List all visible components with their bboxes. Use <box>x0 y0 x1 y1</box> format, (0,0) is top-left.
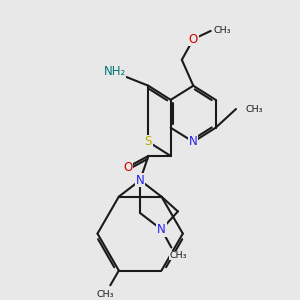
Text: O: O <box>189 33 198 46</box>
Text: CH₃: CH₃ <box>169 251 187 260</box>
Text: N: N <box>189 135 198 148</box>
Text: N: N <box>136 174 145 187</box>
Text: CH₃: CH₃ <box>245 104 263 113</box>
Text: S: S <box>145 135 152 148</box>
Text: O: O <box>123 160 132 174</box>
Text: N: N <box>157 223 166 236</box>
Text: CH₃: CH₃ <box>214 26 232 35</box>
Text: NH₂: NH₂ <box>103 65 126 78</box>
Text: CH₃: CH₃ <box>97 290 114 299</box>
